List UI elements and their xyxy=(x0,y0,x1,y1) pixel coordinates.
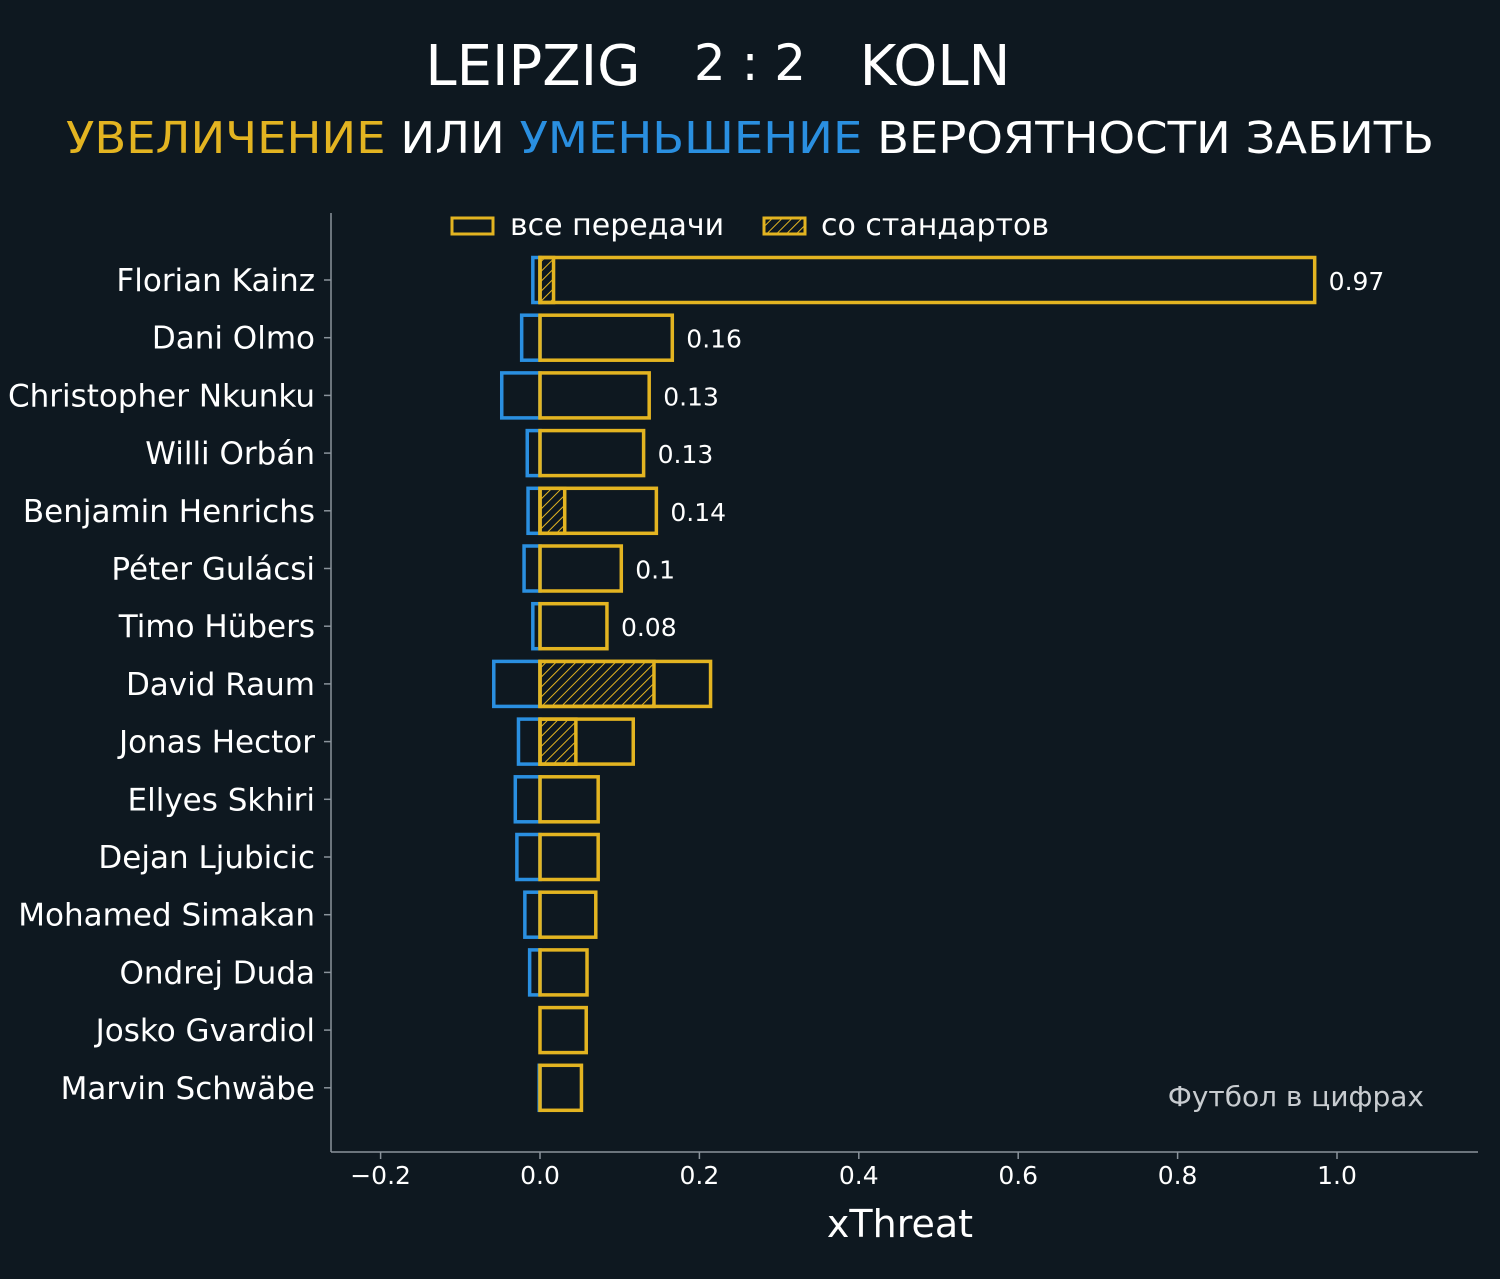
y-tick-label-christopher-nkunku: Christopher Nkunku xyxy=(8,378,315,414)
bar-positive-david-raum xyxy=(538,659,713,709)
legend-swatch-set-pieces xyxy=(762,216,807,236)
bar-positive-timo-hubers xyxy=(538,601,609,651)
score-title: 2 : 2 xyxy=(694,34,806,92)
bar-positive-ellyes-skhiri xyxy=(538,775,600,824)
bar-negative-christopher-nkunku xyxy=(499,371,542,420)
bar-positive-dani-olmo xyxy=(538,313,675,362)
legend-label-set-pieces: со стандартов xyxy=(821,208,1049,243)
x-tick-label-4: 0.6 xyxy=(998,1161,1038,1190)
subtitle: УВЕЛИЧЕНИЕ ИЛИ УМЕНЬШЕНИЕ ВЕРОЯТНОСТИ ЗА… xyxy=(66,113,1434,164)
bar-positive-willi-orban xyxy=(538,428,646,478)
y-tick-label-florian-kainz: Florian Kainz xyxy=(116,263,315,299)
bar-positive-ondrej-duda xyxy=(538,948,589,997)
bars-group: 0.97 0.16 0.13 0.13 0.14 0.1 0.08 xyxy=(492,255,1385,1113)
data-label-christopher-nkunku: 0.13 xyxy=(663,382,719,411)
y-tick-label-ellyes-skhiri: Ellyes Skhiri xyxy=(128,782,315,818)
bar-positive-mohamed-simakan xyxy=(538,890,598,939)
y-tick-label-david-raum: David Raum xyxy=(126,667,315,703)
away-team-title: KOLN xyxy=(860,34,1011,99)
bar-negative-benjamin-henrichs xyxy=(526,486,542,536)
subtitle-decrease: УМЕНЬШЕНИЕ xyxy=(520,113,863,164)
bar-negative-mohamed-simakan xyxy=(523,890,542,939)
y-tick-label-jonas-hector: Jonas Hector xyxy=(117,725,315,761)
data-label-timo-hubers: 0.08 xyxy=(621,613,677,642)
home-team-title: LEIPZIG xyxy=(425,34,640,99)
y-tick-label-willi-orban: Willi Orbán xyxy=(145,436,315,472)
bar-negative-david-raum xyxy=(492,659,542,709)
legend-label-all-passes: все передачи xyxy=(510,208,724,243)
bar-setpiece-jonas-hector xyxy=(538,717,578,766)
data-label-florian-kainz: 0.97 xyxy=(1329,267,1385,296)
bar-negative-peter-gulacsi xyxy=(522,544,542,593)
y-tick-label-dani-olmo: Dani Olmo xyxy=(152,321,315,357)
bar-negative-jonas-hector xyxy=(516,717,542,766)
x-axis-label: xThreat xyxy=(827,1202,973,1246)
bar-setpiece-benjamin-henrichs xyxy=(538,486,567,536)
y-tick-label-mohamed-simakan: Mohamed Simakan xyxy=(18,898,315,934)
y-ticks-group: Florian Kainz Dani Olmo Christopher Nkunku… xyxy=(8,263,331,1107)
data-label-peter-gulacsi: 0.1 xyxy=(635,556,675,585)
data-label-willi-orban: 0.13 xyxy=(658,440,714,469)
subtitle-increase: УВЕЛИЧЕНИЕ xyxy=(66,113,386,164)
x-ticks-group: −0.2 0.0 0.2 0.4 0.6 0.8 1.0 xyxy=(350,1152,1357,1190)
subtitle-rest: ВЕРОЯТНОСТИ ЗАБИТЬ xyxy=(862,113,1434,164)
x-tick-label-5: 0.8 xyxy=(1158,1161,1198,1190)
bar-positive-florian-kainz xyxy=(538,255,1317,305)
bar-positive-christopher-nkunku xyxy=(538,371,651,420)
bar-negative-willi-orban xyxy=(525,428,542,478)
y-tick-label-josko-gvardiol: Josko Gvardiol xyxy=(94,1013,315,1049)
bar-positive-josko-gvardiol xyxy=(538,1005,588,1055)
bar-positive-benjamin-henrichs xyxy=(538,486,659,536)
watermark: Футбол в цифрах xyxy=(1168,1080,1424,1113)
x-tick-label-1: 0.0 xyxy=(520,1161,560,1190)
x-tick-label-6: 1.0 xyxy=(1317,1161,1357,1190)
bar-negative-dejan-ljubicic xyxy=(515,832,542,882)
legend-swatch-all-passes xyxy=(450,216,495,236)
bar-positive-peter-gulacsi xyxy=(538,544,624,593)
x-tick-label-2: 0.2 xyxy=(680,1161,720,1190)
bar-negative-ellyes-skhiri xyxy=(513,775,542,824)
bar-setpiece-florian-kainz xyxy=(538,255,556,305)
x-tick-label-0: −0.2 xyxy=(350,1161,411,1190)
bar-positive-jonas-hector xyxy=(538,717,635,766)
y-tick-label-marvin-schwabe: Marvin Schwäbe xyxy=(61,1071,315,1107)
y-tick-label-peter-gulacsi: Péter Gulácsi xyxy=(111,552,315,588)
data-label-benjamin-henrichs: 0.14 xyxy=(670,498,726,527)
y-tick-label-dejan-ljubicic: Dejan Ljubicic xyxy=(98,840,315,876)
legend: все передачи со стандартов xyxy=(450,208,1049,243)
y-tick-label-benjamin-henrichs: Benjamin Henrichs xyxy=(23,494,315,530)
y-tick-label-ondrej-duda: Ondrej Duda xyxy=(119,955,315,991)
y-tick-label-timo-hubers: Timo Hübers xyxy=(118,609,315,645)
data-label-dani-olmo: 0.16 xyxy=(686,325,742,354)
subtitle-or: ИЛИ xyxy=(386,113,520,164)
x-tick-label-3: 0.4 xyxy=(839,1161,879,1190)
bar-positive-marvin-schwabe xyxy=(538,1063,584,1113)
bar-positive-dejan-ljubicic xyxy=(538,832,600,882)
bar-setpiece-david-raum xyxy=(538,659,656,709)
bar-negative-dani-olmo xyxy=(519,313,542,362)
